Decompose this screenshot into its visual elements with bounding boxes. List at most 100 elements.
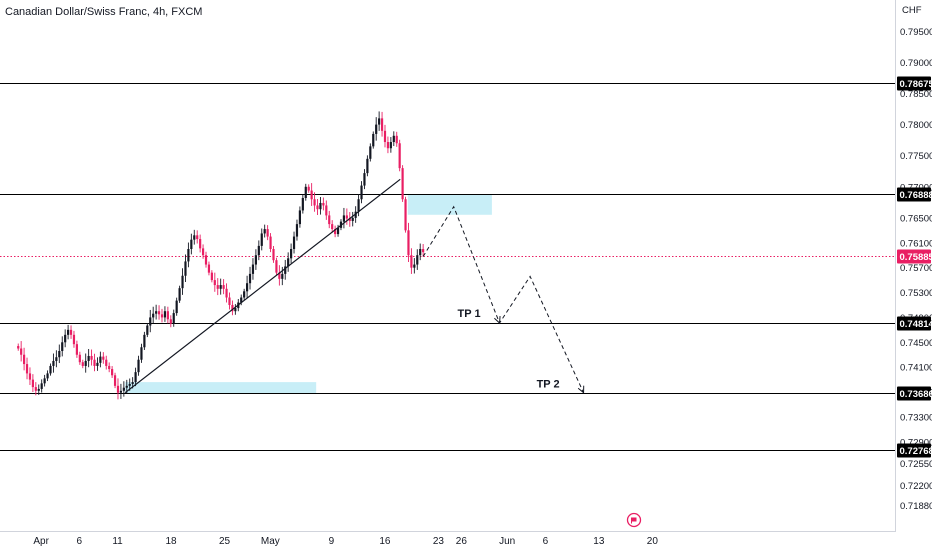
candle (201, 244, 205, 259)
candle-body (345, 215, 348, 219)
candle (61, 336, 64, 357)
current-price-label: 0.75885 (900, 252, 932, 263)
candle-body (40, 383, 43, 389)
candle (292, 231, 296, 254)
candle (175, 297, 178, 316)
y-tick-label: 0.75300 (900, 288, 932, 299)
candle-body (128, 383, 131, 386)
candle-body (275, 260, 278, 273)
candle-body (46, 373, 49, 379)
candle-body (419, 249, 422, 256)
candle-body (190, 239, 193, 249)
candle-body (307, 186, 310, 191)
candle-body (295, 224, 299, 237)
candle-body (292, 236, 296, 249)
y-tick-label: 0.76500 (900, 213, 932, 224)
candle-body (152, 313, 155, 318)
candle (119, 383, 123, 399)
candle-body (422, 249, 425, 253)
candle (210, 270, 213, 283)
candle-body (248, 273, 252, 284)
candle-body (357, 199, 360, 212)
candle (222, 279, 225, 295)
candle-body (375, 124, 378, 134)
candle-body (75, 344, 79, 355)
candle-body (231, 304, 234, 312)
candle-body (251, 264, 255, 274)
candle-body (25, 364, 29, 374)
candle (28, 367, 32, 385)
candle (348, 212, 351, 227)
x-tick-label: 26 (456, 536, 468, 547)
candle-body (43, 378, 46, 384)
candle-body (216, 285, 219, 289)
candle-body (392, 135, 395, 143)
candle (383, 124, 387, 148)
candle (287, 252, 290, 272)
x-tick-label: 18 (165, 536, 177, 547)
candle-body (143, 334, 146, 348)
candle (196, 230, 199, 244)
candle (143, 331, 146, 350)
candle-body (204, 255, 208, 265)
currency-label: CHF (902, 5, 922, 16)
candle-body (290, 249, 293, 259)
candle-body (413, 264, 416, 268)
candle-body (125, 385, 128, 388)
candle-body (313, 199, 316, 206)
candle-body (416, 255, 419, 265)
candle (137, 355, 140, 376)
candle-body (366, 158, 369, 174)
candle (357, 194, 360, 217)
candle (90, 349, 93, 366)
candle-body (55, 357, 58, 361)
candle-body (146, 325, 149, 335)
candle (375, 117, 378, 141)
candle-body (278, 272, 281, 279)
y-tick-label: 0.72200 (900, 481, 932, 492)
y-tick-label: 0.74500 (900, 338, 932, 349)
candle-body (17, 346, 20, 349)
candle (140, 343, 143, 363)
candle-body (380, 118, 384, 131)
candle (254, 249, 257, 270)
candle (243, 288, 246, 300)
candle (213, 272, 216, 292)
candle (272, 246, 275, 263)
candle-body (108, 365, 111, 370)
candle (248, 266, 252, 290)
candle (228, 292, 231, 310)
candle-body (78, 354, 81, 363)
candle-body (93, 359, 96, 366)
y-tick-label: 0.75700 (900, 263, 932, 274)
candle-body (28, 373, 32, 380)
candle-body (386, 142, 390, 149)
y-tick-label: 0.76100 (900, 238, 932, 249)
candle-body (354, 211, 357, 218)
candle (342, 207, 346, 229)
candle (372, 131, 375, 149)
flag-icon[interactable] (626, 512, 642, 528)
candle (386, 136, 390, 154)
candle (257, 240, 260, 261)
x-tick-label: 20 (647, 536, 659, 547)
candle (69, 325, 73, 339)
candle-body (222, 285, 225, 289)
candle (319, 197, 322, 215)
candle-body (363, 173, 366, 186)
candle-body (196, 235, 199, 240)
candle-body (228, 297, 231, 305)
candle (398, 139, 401, 172)
candle (392, 131, 395, 147)
candle-body (219, 285, 222, 289)
candle (102, 352, 105, 364)
candle (96, 357, 99, 371)
candle (360, 181, 363, 204)
candle (169, 315, 172, 328)
candle-body (175, 300, 178, 314)
candle-body (234, 308, 237, 312)
candle (52, 353, 55, 373)
candle-body (331, 224, 334, 230)
candle-body (319, 202, 322, 210)
